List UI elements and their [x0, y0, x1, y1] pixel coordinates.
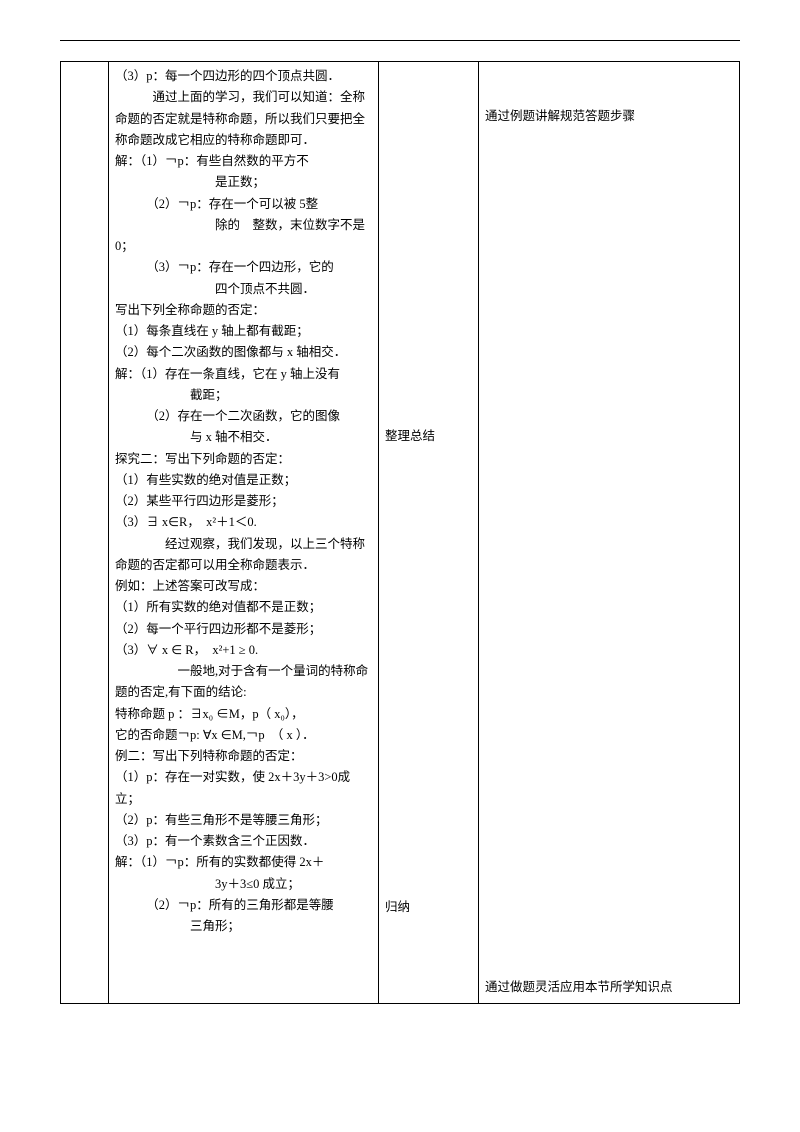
line: 与 x 轴不相交． — [115, 427, 372, 448]
header-rule — [60, 40, 740, 41]
activity-label-1: 整理总结 — [385, 426, 472, 447]
line: 截距； — [115, 385, 372, 406]
col-content: （3）p：每一个四边形的四个顶点共圆． 通过上面的学习，我们可以知道：全称命题的… — [109, 62, 379, 1004]
line: （2）￢p：所有的三角形都是等腰 — [115, 895, 372, 916]
line: 通过上面的学习，我们可以知道：全称命题的否定就是特称命题，所以我们只要把全称命题… — [115, 87, 372, 151]
line: （1）有些实数的绝对值是正数； — [115, 470, 372, 491]
lesson-table: （3）p：每一个四边形的四个顶点共圆． 通过上面的学习，我们可以知道：全称命题的… — [60, 61, 740, 1004]
line: 例如：上述答案可改写成： — [115, 576, 372, 597]
line: 三角形； — [115, 916, 372, 937]
col-activity: 整理总结 归纳 — [379, 62, 479, 1004]
line: （2）每个二次函数的图像都与 x 轴相交． — [115, 342, 372, 363]
line: （3）￢p：存在一个四边形，它的 — [115, 257, 372, 278]
line: 经过观察，我们发现，以上三个特称命题的否定都可以用全称命题表示． — [115, 534, 372, 577]
line: （2）p：有些三角形不是等腰三角形； — [115, 810, 372, 831]
line: 解：（1）存在一条直线，它在 y 轴上没有 — [115, 364, 372, 385]
line: 解：（1）￢p：所有的实数都使得 2x＋ — [115, 852, 372, 873]
line: （2）某些平行四边形是菱形； — [115, 491, 372, 512]
line: （1）p：存在一对实数，使 2x＋3y＋3>0成立； — [115, 767, 372, 810]
line: （3）∀ x ∈ R， x²+1 ≥ 0. — [115, 640, 372, 661]
line: 解：（1）￢p：有些自然数的平方不 — [115, 151, 372, 172]
line: （3）p：每一个四边形的四个顶点共圆． — [115, 66, 372, 87]
line: （2）存在一个二次函数，它的图像 — [115, 406, 372, 427]
col-empty — [61, 62, 109, 1004]
line: 除的 整数，末位数字不是 0； — [115, 215, 372, 258]
col-notes: 通过例题讲解规范答题步骤 通过做题灵活应用本节所学知识点 — [479, 62, 740, 1004]
line: 一般地,对于含有一个量词的特称命题的否定,有下面的结论: — [115, 661, 372, 704]
line: 四个顶点不共圆． — [115, 279, 372, 300]
line: 它的否命题￢p: ∀x ∈M,￢p （ x ）． — [115, 725, 372, 746]
line: 是正数； — [115, 172, 372, 193]
line: （2）￢p：存在一个可以被 5整 — [115, 194, 372, 215]
line: （1）所有实数的绝对值都不是正数； — [115, 597, 372, 618]
line: 写出下列全称命题的否定： — [115, 300, 372, 321]
line: 特称命题 p ：∃x₀ ∈M，p（ x₀）， — [115, 704, 372, 725]
line: 例二：写出下列特称命题的否定： — [115, 746, 372, 767]
note-1: 通过例题讲解规范答题步骤 — [485, 106, 733, 127]
activity-label-2: 归纳 — [385, 897, 472, 918]
line: （1）每条直线在 y 轴上都有截距； — [115, 321, 372, 342]
line: 3y＋3≤0 成立； — [115, 874, 372, 895]
note-2: 通过做题灵活应用本节所学知识点 — [485, 977, 733, 998]
line: （3）∃ x∈R， x²＋1＜0. — [115, 512, 372, 533]
line: （2）每一个平行四边形都不是菱形； — [115, 619, 372, 640]
line: （3）p：有一个素数含三个正因数． — [115, 831, 372, 852]
line: 探究二：写出下列命题的否定： — [115, 449, 372, 470]
